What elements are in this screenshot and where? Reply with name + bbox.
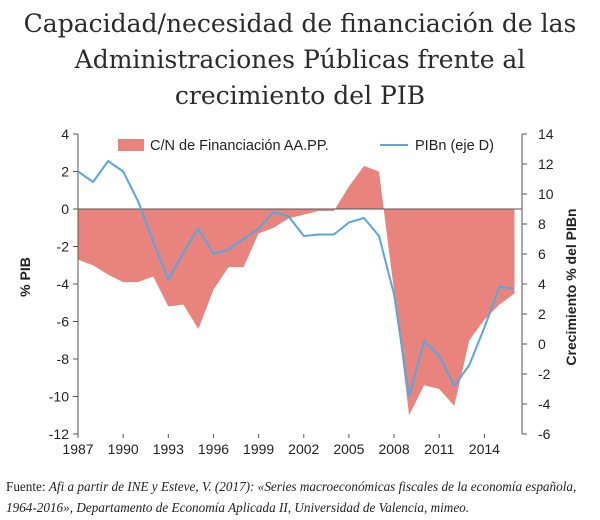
y-right-tick-label: 12: [538, 156, 554, 172]
y-axis-right-title: Crecimiento % del PIBn: [563, 208, 579, 365]
line-series-pibn: [77, 160, 515, 398]
labels-layer: 4 2 0 -2 -4 -6 -8 -10 -12 14 12 10 8 6 4 2 0 -2 -4 -6 1987 19…: [49, 126, 554, 457]
y-left-tick-label: -6: [57, 314, 70, 330]
y-right-tick-label: 2: [538, 306, 546, 322]
x-tick-label: 2008: [378, 441, 409, 457]
title-line-1: Capacidad/necesidad de financiación de l…: [23, 9, 577, 38]
legend-swatch-area: [118, 139, 144, 151]
y-right-tick-label: -2: [538, 366, 551, 382]
line-layer: [77, 160, 515, 398]
x-tick-label: 2011: [424, 441, 454, 457]
area-layer: [78, 165, 515, 416]
y-right-tick-label: 4: [538, 276, 546, 292]
y-left-tick-label: -8: [57, 351, 70, 367]
source-text-2: 1964-2016», Departamento de Economía Apl…: [6, 500, 470, 515]
y-right-tick-label: 6: [538, 246, 546, 262]
x-tick-label: 1993: [153, 441, 184, 457]
source-label: Fuente:: [6, 479, 49, 494]
y-left-tick-label: -4: [57, 276, 70, 292]
x-tick-label: 2005: [333, 441, 364, 457]
legend-label-line: PIBn (eje D): [415, 138, 494, 154]
title-line-2: Administraciones Públicas frente al: [74, 45, 526, 74]
y-left-tick-label: -10: [49, 389, 69, 405]
y-left-tick-label: 4: [61, 126, 69, 142]
y-right-tick-label: 14: [538, 126, 554, 142]
y-left-tick-label: 0: [61, 201, 69, 217]
y-left-tick-label: -2: [57, 239, 70, 255]
y-right-tick-label: 8: [538, 216, 546, 232]
y-right-tick-label: -4: [538, 396, 551, 412]
y-axis-left-title: % PIB: [17, 257, 33, 297]
x-tick-label: 1996: [198, 441, 229, 457]
source-note: Fuente: Afi a partir de INE y Esteve, V.…: [6, 476, 596, 518]
y-left-tick-label: -12: [49, 426, 69, 442]
x-tick-label: 1990: [108, 441, 139, 457]
chart-title: Capacidad/necesidad de financiación de l…: [0, 6, 600, 114]
source-text-1: Afi a partir de INE y Esteve, V. (2017):…: [48, 479, 577, 494]
legend: C/N de Financiación AA.PP. PIBn (eje D): [118, 138, 494, 154]
x-tick-label: 1999: [243, 441, 274, 457]
x-tick-label: 2014: [469, 441, 500, 457]
x-tick-label: 2002: [288, 441, 319, 457]
y-right-tick-label: -6: [538, 426, 551, 442]
y-right-tick-label: 0: [538, 336, 546, 352]
x-tick-label: 1987: [62, 441, 93, 457]
area-series-cn-financiacion: [78, 165, 515, 416]
chart: 4 2 0 -2 -4 -6 -8 -10 -12 14 12 10 8 6 4 2 0 -2 -4 -6 1987 19…: [17, 126, 579, 457]
y-left-tick-label: 2: [61, 164, 69, 180]
axes-layer: [73, 133, 527, 438]
legend-label-area: C/N de Financiación AA.PP.: [150, 138, 329, 154]
y-right-tick-label: 10: [538, 186, 554, 202]
title-line-3: crecimiento del PIB: [174, 81, 426, 110]
